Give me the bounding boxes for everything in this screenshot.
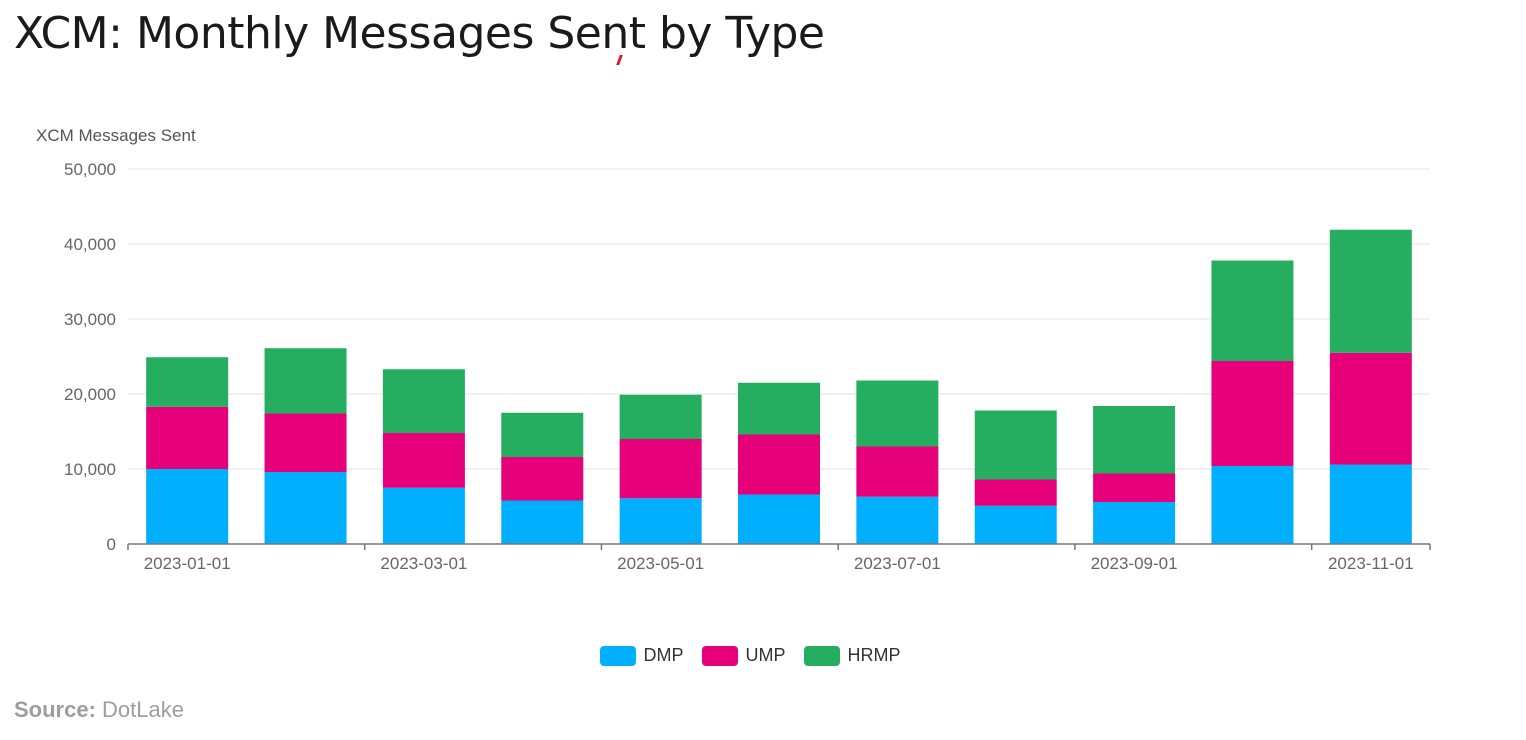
- bar-hrmp[interactable]: [856, 380, 939, 447]
- legend-swatch: [599, 645, 636, 666]
- y-tick-label: 10,000: [64, 460, 116, 479]
- source-value: DotLake: [102, 697, 184, 722]
- y-tick-label: 20,000: [64, 385, 116, 404]
- bar-hrmp[interactable]: [1329, 229, 1412, 353]
- bar-dmp[interactable]: [619, 498, 702, 544]
- legend: DMP UMP HRMP: [0, 645, 1500, 666]
- stacked-bar-chart: XCM Messages Sent 0 10,000 20,000 30,000 40,…: [36, 126, 1431, 573]
- x-axis: 2023-01-01 2023-03-01 2023-05-01 2023-07-01…: [127, 543, 1431, 573]
- source-label: Source:: [14, 697, 96, 722]
- legend-item-dmp[interactable]: DMP: [599, 645, 684, 666]
- bar-ump[interactable]: [264, 413, 347, 473]
- x-tick-label: 2023-07-01: [854, 554, 941, 573]
- bar-dmp[interactable]: [856, 496, 939, 544]
- x-tick-label: 2023-03-01: [380, 554, 467, 573]
- bars: [146, 229, 1412, 545]
- bar-hrmp[interactable]: [264, 348, 347, 414]
- bar-ump[interactable]: [738, 434, 820, 495]
- bar-ump[interactable]: [382, 433, 465, 488]
- legend-label: HRMP: [847, 645, 901, 665]
- bar-dmp[interactable]: [146, 469, 229, 544]
- legend-label: DMP: [643, 645, 684, 665]
- legend-swatch: [701, 645, 738, 666]
- x-tick-label: 2023-11-01: [1328, 554, 1414, 573]
- x-tick-label: 2023-05-01: [617, 554, 704, 573]
- y-tick-label: 0: [107, 535, 116, 554]
- bar-dmp[interactable]: [501, 500, 584, 545]
- chart-title: XCM: Monthly Messages Sent by Type: [14, 8, 825, 59]
- bar-dmp[interactable]: [264, 472, 347, 544]
- x-tick-label: 2023-01-01: [144, 554, 231, 573]
- bar-ump[interactable]: [1093, 473, 1176, 503]
- bar-dmp[interactable]: [738, 494, 820, 545]
- bar-ump[interactable]: [1211, 361, 1294, 466]
- bar-hrmp[interactable]: [974, 410, 1057, 480]
- legend-item-hrmp[interactable]: HRMP: [803, 645, 901, 666]
- bar-ump[interactable]: [146, 406, 229, 469]
- bar-ump[interactable]: [619, 439, 702, 499]
- legend-item-ump[interactable]: UMP: [701, 645, 786, 666]
- legend-label: UMP: [745, 645, 786, 665]
- bar-dmp[interactable]: [974, 505, 1057, 544]
- y-axis-ticks: 0 10,000 20,000 30,000 40,000 50,000: [64, 160, 116, 554]
- bar-ump[interactable]: [856, 446, 939, 497]
- y-tick-label: 50,000: [64, 160, 116, 179]
- bar-ump[interactable]: [974, 479, 1057, 506]
- source-note: Source: DotLake: [14, 697, 184, 723]
- bar-hrmp[interactable]: [1211, 260, 1294, 362]
- bar-dmp[interactable]: [382, 487, 465, 544]
- bar-hrmp[interactable]: [619, 394, 702, 439]
- bar-ump[interactable]: [1329, 352, 1412, 465]
- bar-hrmp[interactable]: [738, 382, 820, 435]
- bar-dmp[interactable]: [1329, 464, 1412, 545]
- legend-swatch: [803, 645, 840, 666]
- bar-hrmp[interactable]: [1093, 406, 1176, 474]
- bar-dmp[interactable]: [1211, 466, 1294, 544]
- bar-hrmp[interactable]: [146, 357, 229, 407]
- y-axis-label: XCM Messages Sent: [36, 126, 196, 145]
- bar-hrmp[interactable]: [382, 369, 465, 433]
- bar-hrmp[interactable]: [501, 412, 584, 457]
- x-tick-label: 2023-09-01: [1091, 554, 1178, 573]
- bar-ump[interactable]: [501, 457, 584, 501]
- y-tick-label: 40,000: [64, 235, 116, 254]
- bar-dmp[interactable]: [1093, 502, 1176, 544]
- y-tick-label: 30,000: [64, 310, 116, 329]
